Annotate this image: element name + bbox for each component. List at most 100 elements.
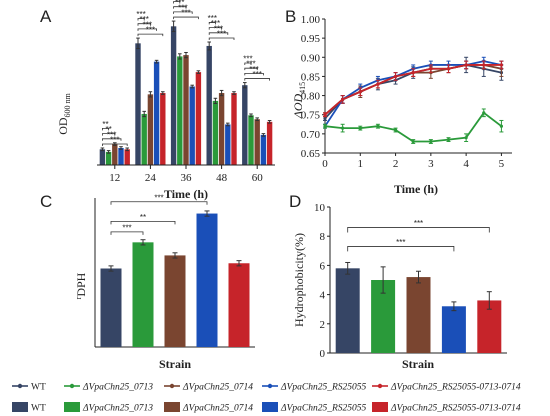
panel-d: D 0 2 4 6 8 10 *** *** Strain Hydrophobicity(%) [289, 192, 507, 371]
bar [170, 26, 177, 165]
data-point [499, 63, 504, 67]
x-tick-label: 12 [109, 172, 120, 184]
panel-a-letter: A [40, 7, 52, 26]
significance-label: *** [396, 238, 405, 247]
panel-a: A 12 24 36 48 60****************************… [40, 0, 275, 201]
significance-bracket [173, 1, 181, 4]
data-point [411, 71, 415, 75]
panel-c-x-label: Strain [159, 357, 191, 371]
data-point [323, 116, 327, 121]
y-tick-label: 10 [314, 202, 326, 214]
bar [195, 72, 202, 165]
significance-bracket [173, 16, 199, 20]
bar [153, 61, 160, 166]
data-point [376, 82, 380, 86]
bar [406, 277, 431, 353]
y-tick-label: 4 [320, 290, 326, 302]
significance-label: *** [172, 0, 181, 2]
y-tick-label: 0.90 [301, 52, 321, 64]
significance-label: *** [211, 19, 220, 28]
y-tick-label: 6 [320, 260, 326, 272]
bar [231, 93, 237, 165]
significance-label: *** [178, 3, 187, 12]
bar [177, 56, 183, 165]
bar [118, 147, 124, 165]
legend-line-marker [267, 383, 273, 389]
x-tick-label: 24 [145, 172, 157, 184]
bar [335, 268, 360, 353]
legend-bar-swatch [164, 402, 180, 412]
bar [196, 213, 218, 347]
data-point [341, 97, 345, 101]
y-tick-label: 0.70 [301, 129, 321, 141]
legend-bar-label: ΔVpaChn25_0714 [182, 404, 253, 414]
data-point [411, 139, 415, 144]
bar [141, 113, 147, 165]
data-point [446, 67, 451, 71]
y-tick-label: 8 [320, 231, 326, 243]
bar [189, 86, 195, 165]
significance-bracket [208, 22, 216, 25]
panel-b-y-label: ΔOD415 [291, 82, 307, 119]
panel-d-y-label: Hydrophobicity(%) [292, 233, 306, 327]
significance-bracket [137, 28, 157, 31]
legend-line-label: WT [31, 383, 46, 393]
data-point [376, 124, 380, 128]
significance-label: *** [110, 135, 119, 144]
x-tick-label: 60 [252, 172, 264, 184]
x-tick-label: 36 [181, 172, 193, 184]
significance-label: *** [154, 193, 163, 202]
bar [242, 85, 248, 165]
y-tick-label: 0.95 [301, 33, 321, 45]
data-point [358, 126, 362, 130]
bar [124, 149, 130, 165]
legend-bar-swatch [64, 402, 80, 412]
data-point [341, 126, 345, 130]
data-point [446, 138, 451, 142]
bar [100, 268, 122, 347]
significance-bracket [208, 37, 235, 41]
y-tick-label: 2 [320, 319, 326, 331]
significance-bracket [137, 23, 151, 26]
legend-bar-label: ΔVpaChn25_0713 [82, 404, 153, 414]
panel-b-letter: B [285, 7, 296, 26]
legend-bar-label: WT [31, 404, 46, 414]
bar [218, 93, 225, 165]
bar [183, 55, 189, 165]
x-tick-label: 48 [216, 172, 228, 184]
y-tick-label: 0 [320, 348, 326, 360]
significance-bracket [208, 32, 229, 35]
data-point [323, 113, 327, 117]
x-tick-label: 0 [322, 158, 328, 170]
significance-label: *** [136, 10, 145, 19]
legend-bar-label: ΔVpaChn25_RS25055 [280, 404, 367, 414]
legend-line-label: ΔVpaChn25_RS25055-0713-0714 [390, 383, 521, 393]
legend-line-label: ΔVpaChn25_0713 [82, 383, 153, 393]
significance-bracket [102, 133, 116, 136]
significance-label: *** [175, 0, 184, 7]
legend-bar-swatch [372, 402, 388, 412]
legend-line-marker [169, 383, 175, 389]
significance-bracket [110, 201, 208, 205]
x-tick-label: 4 [463, 158, 469, 170]
panel-b: B 0 1 2 3 4 5 0.65 0.70 0.75 0.80 0.85 0.90 0.95 1.00… [285, 7, 512, 196]
significance-label: *** [249, 65, 258, 74]
significance-label: *** [246, 60, 255, 69]
data-point [358, 90, 362, 94]
panel-d-x-label: Strain [402, 357, 434, 371]
legend-line-label: ΔVpaChn25_RS25055 [280, 383, 367, 393]
bar [112, 144, 118, 165]
data-point [393, 128, 398, 132]
significance-label: ** [140, 213, 146, 222]
significance-bracket [110, 231, 144, 235]
data-point [464, 136, 468, 140]
panel-a-x-label: Time (h) [164, 187, 208, 201]
bar [248, 115, 254, 165]
significance-bracket [208, 27, 222, 30]
y-tick-label: 0.85 [301, 71, 321, 83]
data-point [482, 63, 486, 67]
y-tick-label: 1.00 [301, 14, 321, 26]
bar [225, 124, 231, 165]
bar [105, 151, 112, 165]
